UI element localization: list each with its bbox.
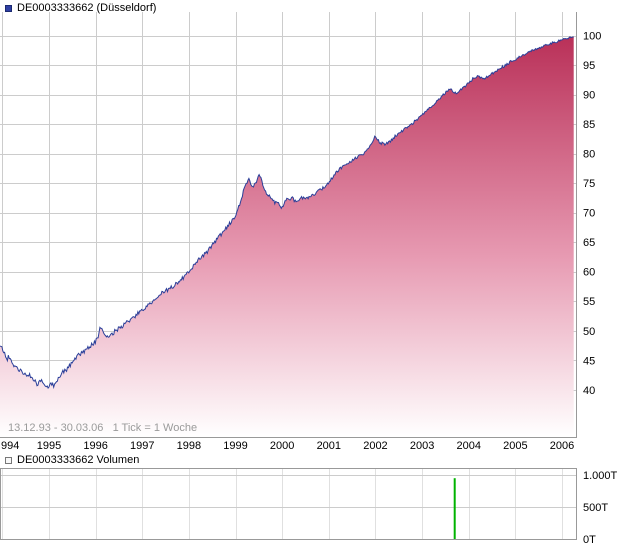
date-range-annotation: 13.12.93 - 30.03.06 1 Tick = 1 Woche xyxy=(8,422,198,434)
price-x-axis-label: 1997 xyxy=(130,440,154,452)
volume-legend-label: DE0003333662 Volumen xyxy=(17,454,140,466)
price-x-axis-label: 2006 xyxy=(550,440,574,452)
price-x-axis-label: 2004 xyxy=(456,440,480,452)
price-line xyxy=(0,36,574,390)
volume-legend: DE0003333662 Volumen xyxy=(5,454,139,466)
price-series-marker-icon xyxy=(5,4,12,12)
price-y-axis-label: 80 xyxy=(583,149,595,161)
volume-chart-svg: 1.000T 500T 0T xyxy=(0,468,618,546)
volume-plot-border xyxy=(0,468,577,540)
price-x-axis-label: 994 xyxy=(1,440,19,452)
price-x-axis-label: 1999 xyxy=(223,440,247,452)
price-x-axis-label: 1995 xyxy=(37,440,61,452)
price-area-fill xyxy=(0,36,574,438)
price-y-axis-label: 70 xyxy=(583,208,595,220)
price-y-axis-label: 95 xyxy=(583,60,595,72)
price-y-axis-label: 50 xyxy=(583,326,595,338)
price-x-axis-label: 2000 xyxy=(270,440,294,452)
price-x-axis-label: 2001 xyxy=(317,440,341,452)
price-legend: DE0003333662 (Düsseldorf) xyxy=(5,2,156,14)
price-x-axis-label: 1996 xyxy=(83,440,107,452)
price-y-axis-label: 100 xyxy=(583,31,601,43)
price-x-axis-label: 2003 xyxy=(410,440,434,452)
price-y-axis-label: 85 xyxy=(583,119,595,131)
price-y-axis-label: 55 xyxy=(583,296,595,308)
volume-y-axis-label: 1.000T xyxy=(583,470,618,482)
price-x-axis-label: 1998 xyxy=(177,440,201,452)
price-y-axis-label: 45 xyxy=(583,355,595,367)
volume-y-axis-label: 500T xyxy=(583,502,608,514)
price-y-axis-label: 65 xyxy=(583,237,595,249)
price-y-axis-label: 40 xyxy=(583,385,595,397)
price-chart-svg: 40 45 50 55 60 65 70 75 80 85 90 95 100 994 1995 1996 19… xyxy=(0,12,601,452)
price-legend-label: DE0003333662 (Düsseldorf) xyxy=(17,2,157,14)
price-x-axis-label: 2002 xyxy=(363,440,387,452)
price-y-axis-label: 75 xyxy=(583,178,595,190)
price-y-axis-label: 90 xyxy=(583,90,595,102)
price-x-axis-label: 2005 xyxy=(503,440,527,452)
price-y-axis-label: 60 xyxy=(583,267,595,279)
volume-y-axis-label: 0T xyxy=(583,534,596,546)
volume-bar xyxy=(453,478,456,539)
volume-series-marker-icon xyxy=(5,456,12,464)
